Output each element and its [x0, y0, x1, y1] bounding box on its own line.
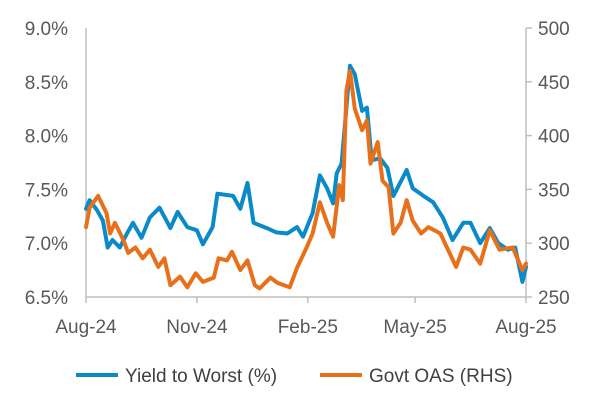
- y-tick-label: 6.5%: [25, 288, 68, 309]
- legend-label-yield: Yield to Worst (%): [125, 366, 277, 387]
- y-tick-label: 8.0%: [25, 127, 68, 148]
- y-tick-label: 8.5%: [25, 73, 68, 94]
- series-lines: [84, 63, 528, 291]
- y-tick-label: 7.5%: [25, 180, 68, 201]
- y2-tick-label: 250: [538, 288, 570, 309]
- tick-labels: Aug-24 Nov-24 Feb-25 May-25 Aug-25 6.5% 7.0% 7.…: [25, 19, 570, 338]
- series-line-yield-to-worst: [84, 63, 528, 284]
- y-tick-label: 7.0%: [25, 234, 68, 255]
- y2-tick-label: 300: [538, 234, 570, 255]
- legend-item-oas: Govt OAS (RHS): [320, 366, 513, 387]
- series-line-govt-oas: [84, 69, 528, 291]
- x-tick-label: Feb-25: [278, 317, 338, 338]
- axes: [85, 27, 532, 303]
- y2-tick-label: 500: [538, 19, 570, 40]
- x-tick-label: May-25: [383, 317, 446, 338]
- x-tick-label: Aug-24: [55, 317, 117, 338]
- legend-label-oas: Govt OAS (RHS): [369, 366, 513, 387]
- x-tick-label: Nov-24: [166, 317, 228, 338]
- legend: Yield to Worst (%) Govt OAS (RHS): [76, 366, 513, 387]
- legend-item-yield: Yield to Worst (%): [76, 366, 277, 387]
- y-tick-label: 9.0%: [25, 19, 68, 40]
- y2-tick-label: 450: [538, 73, 570, 94]
- y2-tick-label: 400: [538, 127, 570, 148]
- x-tick-label: Aug-25: [495, 317, 556, 338]
- y2-tick-label: 350: [538, 180, 570, 201]
